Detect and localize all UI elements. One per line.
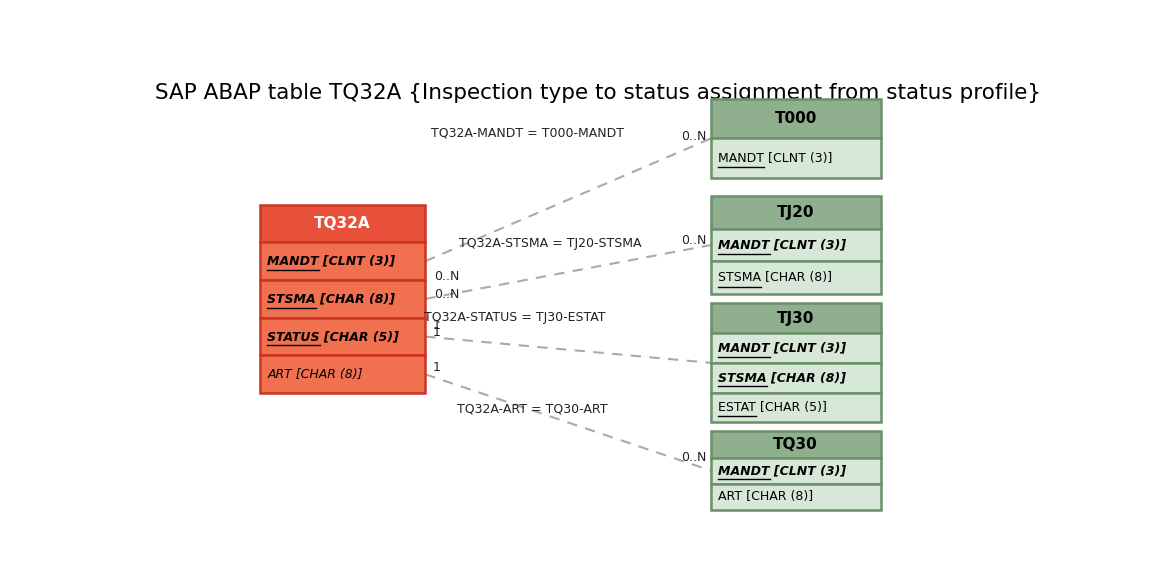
Text: 1: 1	[432, 319, 440, 332]
Text: TQ32A-STSMA = TJ20-STSMA: TQ32A-STSMA = TJ20-STSMA	[458, 237, 642, 250]
Text: SAP ABAP table TQ32A {Inspection type to status assignment from status profile}: SAP ABAP table TQ32A {Inspection type to…	[154, 83, 1040, 103]
Bar	[711, 431, 880, 458]
Bar	[711, 196, 880, 229]
Bar	[711, 229, 880, 262]
Text: ESTAT [CHAR (5)]: ESTAT [CHAR (5)]	[718, 401, 827, 414]
Bar	[711, 458, 880, 484]
Text: 0..N: 0..N	[681, 234, 706, 247]
Text: ART [CHAR (8)]: ART [CHAR (8)]	[718, 490, 813, 503]
Text: TJ30: TJ30	[778, 311, 814, 326]
Text: TQ30: TQ30	[773, 437, 818, 452]
Bar	[711, 99, 880, 138]
Text: MANDT [CLNT (3)]: MANDT [CLNT (3)]	[267, 255, 395, 268]
Text: 0..N: 0..N	[434, 288, 460, 301]
Text: TJ20: TJ20	[776, 205, 814, 220]
Text: TQ32A-MANDT = T000-MANDT: TQ32A-MANDT = T000-MANDT	[431, 127, 624, 139]
Text: 0..N: 0..N	[681, 129, 706, 143]
Bar	[260, 243, 425, 280]
Text: 0..N: 0..N	[681, 451, 706, 463]
Text: STSMA [CHAR (8)]: STSMA [CHAR (8)]	[718, 272, 832, 285]
Bar	[711, 303, 880, 333]
Text: TQ32A-STATUS = TJ30-ESTAT: TQ32A-STATUS = TJ30-ESTAT	[424, 311, 605, 324]
Text: TQ32A: TQ32A	[314, 216, 371, 231]
Text: 0..N: 0..N	[434, 271, 460, 283]
Text: MANDT [CLNT (3)]: MANDT [CLNT (3)]	[718, 238, 847, 251]
Bar	[711, 484, 880, 510]
Text: MANDT [CLNT (3)]: MANDT [CLNT (3)]	[718, 152, 833, 164]
Text: T000: T000	[774, 111, 817, 127]
Text: STATUS [CHAR (5)]: STATUS [CHAR (5)]	[267, 330, 399, 343]
Text: MANDT [CLNT (3)]: MANDT [CLNT (3)]	[718, 342, 847, 354]
Bar	[711, 333, 880, 363]
Bar	[711, 138, 880, 178]
Text: 1: 1	[432, 361, 440, 374]
Bar	[711, 392, 880, 422]
Bar	[711, 262, 880, 294]
Text: 1: 1	[432, 326, 440, 339]
Text: STSMA [CHAR (8)]: STSMA [CHAR (8)]	[267, 293, 395, 305]
Bar	[711, 363, 880, 392]
Bar	[260, 280, 425, 318]
Text: TQ32A-ART = TQ30-ART: TQ32A-ART = TQ30-ART	[457, 403, 607, 416]
Bar	[260, 356, 425, 393]
Text: STSMA [CHAR (8)]: STSMA [CHAR (8)]	[718, 371, 846, 384]
Text: MANDT [CLNT (3)]: MANDT [CLNT (3)]	[718, 464, 847, 477]
Bar	[260, 205, 425, 243]
Bar	[260, 318, 425, 356]
Text: ART [CHAR (8)]: ART [CHAR (8)]	[267, 368, 363, 381]
